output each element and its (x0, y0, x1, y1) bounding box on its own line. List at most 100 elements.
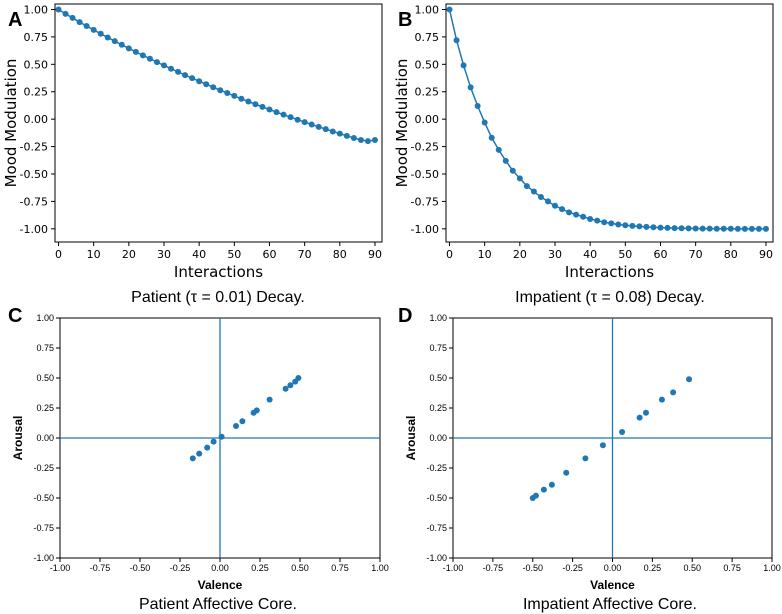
data-point (467, 84, 474, 91)
data-point (509, 167, 516, 174)
data-point (253, 407, 260, 414)
data-point (686, 376, 693, 383)
data-point (146, 55, 153, 62)
data-point (218, 433, 225, 440)
data-point (615, 221, 622, 228)
data-point (685, 225, 692, 232)
data-point (350, 135, 357, 142)
x-tick-label: 0.00 (604, 563, 622, 573)
data-point (559, 206, 566, 213)
data-point (294, 116, 301, 123)
x-tick-label: 1.00 (763, 563, 781, 573)
data-point (97, 30, 104, 37)
y-tick-label: -0.25 (20, 141, 48, 154)
data-point (111, 38, 118, 45)
panel-d-chart: -1.00 -0.75 -0.50 -0.25 0.00 0.25 0.50 0.75 1.00… (404, 313, 781, 613)
data-point (594, 217, 601, 224)
y-tick-label: 0.25 (24, 86, 49, 99)
data-point (580, 213, 587, 220)
series-line (448, 9, 766, 230)
data-point (371, 137, 378, 143)
panel-letter-c: C (8, 305, 22, 327)
x-tick-label: 0 (446, 248, 453, 261)
data-point (168, 65, 175, 72)
x-tick-label: -0.25 (562, 563, 583, 573)
data-point (495, 146, 502, 153)
x-tick-label: 10 (478, 248, 492, 261)
data-point (552, 202, 558, 209)
y-tick-label: 0.25 (415, 86, 440, 99)
data-point (189, 455, 196, 462)
x-axis-label: Valence (590, 578, 635, 592)
x-tick-label: 30 (548, 248, 562, 261)
data-point (239, 418, 246, 425)
data-point (678, 225, 685, 232)
data-point (204, 444, 211, 451)
y-tick-label: -0.25 (411, 141, 439, 154)
data-point (343, 132, 350, 139)
x-tick-label: 70 (298, 248, 312, 261)
y-tick-label: 1.00 (36, 313, 54, 323)
panel-letter-b: B (398, 9, 412, 31)
data-point (629, 222, 636, 229)
y-tick-label: 1.00 (415, 3, 440, 16)
data-point (210, 84, 217, 91)
data-point (161, 62, 167, 69)
y-tick-label: -0.50 (426, 493, 447, 503)
data-point (446, 6, 453, 13)
panel-caption: Patient Affective Core. (139, 596, 297, 613)
data-point (132, 48, 139, 55)
x-tick-label: 0.75 (723, 563, 741, 573)
x-tick-label: 60 (653, 248, 667, 261)
data-point (266, 396, 273, 403)
x-tick-label: 50 (618, 248, 632, 261)
x-tick-label: 1.00 (371, 563, 389, 573)
y-tick-label: 1.00 (24, 3, 49, 16)
x-axis-label: Interactions (174, 263, 263, 281)
data-point (322, 126, 329, 133)
data-point (287, 114, 294, 121)
data-point (658, 396, 665, 403)
data-point (692, 225, 699, 232)
data-point (540, 486, 547, 493)
plot-frame (54, 3, 383, 243)
y-tick-label: 0.00 (36, 433, 54, 443)
x-tick-label: 0.25 (644, 563, 662, 573)
y-tick-label: 0.75 (24, 31, 49, 44)
data-point (657, 224, 664, 231)
data-point (196, 450, 203, 457)
x-tick-label: -1.00 (50, 563, 71, 573)
y-tick-label: -1.00 (20, 223, 48, 236)
data-point (599, 442, 606, 449)
data-point (706, 225, 713, 232)
data-point (636, 223, 643, 230)
y-tick-label: -0.25 (33, 463, 54, 473)
x-tick-label: 0.50 (683, 563, 701, 573)
data-point (699, 225, 706, 232)
data-point (175, 68, 182, 75)
data-point (537, 194, 544, 201)
data-point (474, 103, 481, 109)
panel-b-chart: 0 10 20 30 40 50 60 70 80 90 1.00 0.75 0.50 0.25 0.00 -… (393, 3, 774, 306)
data-point (357, 137, 364, 143)
data-point (76, 19, 83, 26)
data-point (364, 138, 371, 145)
y-tick-label: 0.00 (429, 433, 447, 443)
x-tick-label: 50 (227, 248, 241, 261)
data-point (224, 90, 231, 97)
x-tick-label: -0.50 (522, 563, 543, 573)
data-point (336, 130, 343, 137)
data-point (252, 101, 259, 108)
data-point (741, 225, 748, 232)
data-point (217, 87, 224, 94)
data-point (727, 225, 734, 232)
x-tick-label: 0.25 (251, 563, 269, 573)
data-point (245, 98, 252, 105)
panel-letter-a: A (8, 9, 22, 31)
data-point (601, 219, 608, 226)
y-tick-label: -1.00 (426, 553, 447, 563)
data-point (203, 81, 210, 88)
data-point (287, 382, 294, 389)
y-tick-label: -0.50 (20, 168, 48, 181)
data-point (90, 26, 97, 33)
